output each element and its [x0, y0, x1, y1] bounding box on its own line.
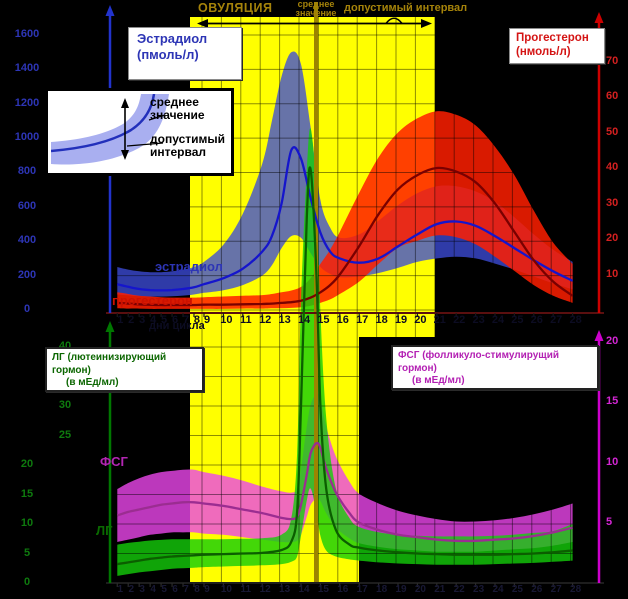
estradiol-mean-line [117, 146, 574, 292]
estradiol-title-box: Эстрадиол (пмоль/л) [128, 27, 242, 80]
axis-arrow-icon [594, 12, 604, 23]
axis-arrow-icon [197, 19, 208, 28]
estradiol-title: Эстрадиол (пмоль/л) [137, 31, 208, 63]
fsh-mean-line [116, 441, 573, 543]
axis-arrow-icon [421, 19, 432, 28]
lh-title-box: ЛГ (лютеинизирующий гормон) (в мЕд/мл) [45, 347, 204, 392]
lh-units: (в мЕд/мл) [66, 377, 119, 388]
axis-arrow-icon [105, 321, 115, 332]
lh-mean-line [117, 166, 573, 566]
legend-box: среднее значение допустимый интервал [45, 88, 234, 176]
fsh-units: (в мЕд/мл) [412, 375, 465, 386]
progesterone-title: Прогестерон (нмоль/л) [516, 32, 589, 59]
legend-art [51, 94, 169, 165]
fsh-title: ФСГ (фолликуло-стимулирущий гормон) [398, 350, 560, 374]
legend-mean-label: среднее значение [150, 95, 205, 122]
fsh-interval-band [117, 393, 573, 552]
lh-title: ЛГ (лютеинизирующий гормон) [52, 352, 167, 376]
progesterone-mean-line [117, 166, 574, 307]
axis-arrow-icon [594, 330, 604, 341]
fsh-title-box: ФСГ (фолликуло-стимулирущий гормон) (в м… [391, 345, 599, 390]
axis-arrow-icon [105, 5, 115, 16]
legend-interval-label: допустимый интервал [150, 132, 225, 159]
progesterone-title-box: Прогестерон (нмоль/л) [509, 28, 605, 64]
progesterone-interval-band [117, 111, 573, 309]
